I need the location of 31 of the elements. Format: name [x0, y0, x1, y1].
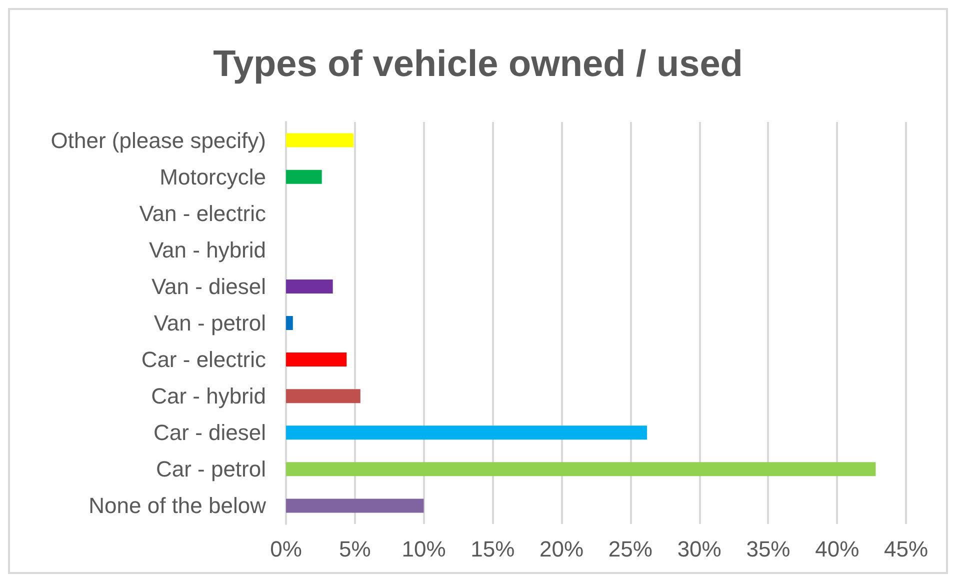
x-tick-label: 0% [270, 536, 302, 562]
bar [286, 352, 347, 367]
bar [286, 170, 322, 184]
bar [286, 133, 354, 148]
bar [286, 462, 876, 476]
x-tick-label: 25% [608, 536, 652, 562]
bar [286, 389, 360, 404]
chart-title: Types of vehicle owned / used [213, 43, 743, 84]
x-tick-label: 20% [540, 536, 584, 562]
y-tick-label: Car - diesel [154, 420, 266, 446]
y-tick-label: Car - hybrid [151, 384, 266, 409]
x-tick-label: 30% [677, 536, 722, 562]
bar [286, 316, 293, 330]
y-tick-label: Van - electric [139, 200, 266, 226]
y-tick-label: Van - petrol [154, 310, 266, 336]
y-tick-label: Van - hybrid [149, 237, 266, 262]
x-tick-label: 40% [815, 536, 860, 562]
bar [286, 279, 333, 294]
x-tick-label: 10% [402, 536, 446, 562]
x-tick-label: 45% [884, 536, 928, 562]
x-tick-label: 5% [338, 536, 371, 562]
y-tick-label: Other (please specify) [50, 128, 266, 153]
y-tick-label: Motorcycle [160, 164, 266, 190]
x-tick-label: 15% [470, 536, 515, 562]
y-tick-label: Car - electric [141, 347, 266, 372]
x-tick-label: 35% [746, 536, 790, 562]
bar [286, 498, 424, 513]
y-tick-label: None of the below [88, 493, 266, 518]
y-tick-label: Car - petrol [156, 456, 266, 482]
y-tick-label: Van - diesel [151, 274, 266, 299]
bar [286, 426, 647, 440]
